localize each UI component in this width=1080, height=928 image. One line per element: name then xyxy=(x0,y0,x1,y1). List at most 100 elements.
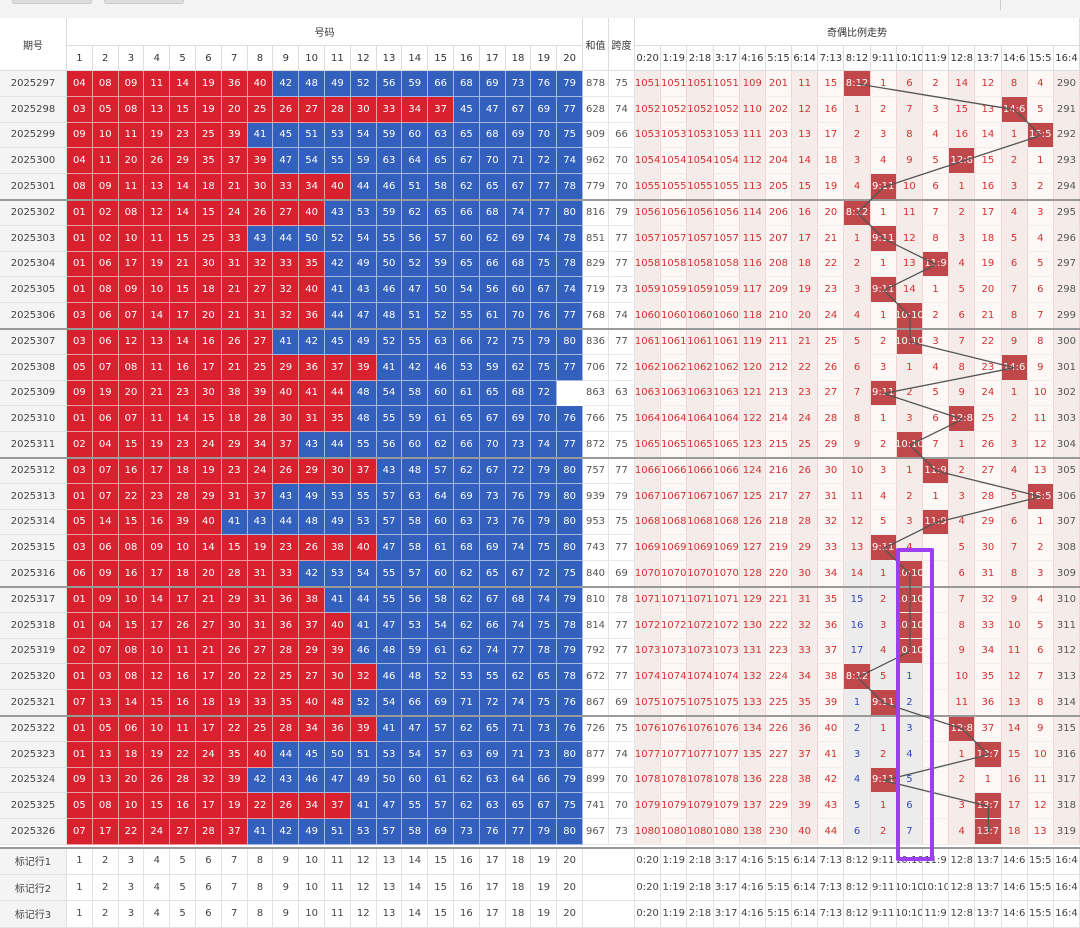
toolbar-button-right[interactable] xyxy=(104,0,184,4)
ball-number: 77 xyxy=(557,96,583,123)
ratio-column-header: 12:8 xyxy=(949,46,976,71)
ratio-cell: 1053 xyxy=(661,122,688,149)
ball-number: 26 xyxy=(273,96,300,123)
ball-number: 65 xyxy=(454,122,480,149)
ball-number: 10 xyxy=(144,277,171,304)
ratio-cell: 2 xyxy=(949,200,976,226)
ball-number: 02 xyxy=(92,225,119,252)
ball-number: 77 xyxy=(531,200,558,226)
ratio-cell: 1053 xyxy=(635,122,662,149)
focus-highlight-box xyxy=(896,548,934,861)
ball-number: 40 xyxy=(299,277,325,304)
ratio-cell: 8 xyxy=(1001,71,1028,97)
ball-number: 79 xyxy=(557,71,583,97)
ball-number: 19 xyxy=(196,96,222,123)
toolbar-button-left[interactable] xyxy=(12,0,92,4)
ball-number: 44 xyxy=(350,174,377,200)
ball-number: 33 xyxy=(273,174,300,200)
ratio-column-header: 8:12 xyxy=(844,46,871,71)
ball-number: 09 xyxy=(118,277,145,304)
ball-number: 74 xyxy=(531,225,558,252)
ratio-cell: 1054 xyxy=(687,148,714,175)
ratio-cell: 1 xyxy=(870,71,897,97)
ratio-cell: 2 xyxy=(1001,148,1028,175)
ratio-cell: 1056 xyxy=(635,200,662,226)
ratio-cell: 23 xyxy=(818,277,845,304)
ratio-cell: 1057 xyxy=(713,225,740,252)
ball-number: 57 xyxy=(428,225,454,252)
sum-value: 962 xyxy=(583,148,609,175)
period-cell: 2025304 xyxy=(0,251,67,278)
ball-number: 03 xyxy=(67,96,93,123)
ball-number: 67 xyxy=(531,277,558,304)
sum-value: 779 xyxy=(583,174,609,200)
ball-number: 66 xyxy=(428,71,454,97)
ball-number: 12 xyxy=(144,200,171,226)
trend-line-segment xyxy=(883,160,963,188)
ratio-cell: 1051 xyxy=(661,71,688,97)
ratio-cell: 18 xyxy=(975,225,1002,252)
ratio-column-header: 10:10 xyxy=(896,46,923,71)
ratio-cell: 1 xyxy=(844,96,871,123)
ball-number: 75 xyxy=(531,251,558,278)
ball-number: 64 xyxy=(402,148,429,175)
ball-number: 19 xyxy=(144,251,171,278)
ratio-cell: 22 xyxy=(818,251,845,278)
ball-number: 59 xyxy=(428,251,454,278)
ratio-cell: 18 xyxy=(792,251,819,278)
ball-number: 40 xyxy=(299,200,325,226)
ball-number: 67 xyxy=(505,174,532,200)
sum-value: 829 xyxy=(583,251,609,278)
ball-column-header: 1 xyxy=(67,46,93,71)
ball-column-header: 4 xyxy=(144,46,171,71)
ratio-cell: 1053 xyxy=(713,122,740,149)
ball-column-header: 14 xyxy=(402,46,429,71)
ball-number: 65 xyxy=(454,251,480,278)
ratio-cell: 16 xyxy=(818,96,845,123)
span-value: 77 xyxy=(609,225,635,252)
ball-number: 37 xyxy=(428,96,454,123)
ball-number: 23 xyxy=(170,122,196,149)
ball-number: 65 xyxy=(428,200,454,226)
ball-number: 36 xyxy=(221,71,248,97)
ratio-cell: 1052 xyxy=(661,96,688,123)
ball-number: 15 xyxy=(170,96,196,123)
ball-number: 19 xyxy=(196,71,222,97)
ball-number: 40 xyxy=(247,71,274,97)
ratio-cell: 111 xyxy=(739,122,766,149)
ratio-column-header: 11:9 xyxy=(922,46,950,71)
ball-number: 21 xyxy=(221,277,248,304)
ball-number: 35 xyxy=(196,148,222,175)
ratio-cell: 4 xyxy=(922,122,950,149)
trend-line-segment xyxy=(935,496,1041,524)
ball-number: 73 xyxy=(505,71,532,97)
ratio-cell: 17 xyxy=(975,200,1002,226)
ball-number: 43 xyxy=(350,277,377,304)
ratio-cell: 1052 xyxy=(635,96,662,123)
ratio-cell: 1058 xyxy=(661,251,688,278)
ball-number: 25 xyxy=(196,225,222,252)
ball-number: 56 xyxy=(376,71,403,97)
ball-number: 54 xyxy=(350,225,377,252)
ball-number: 13 xyxy=(144,96,171,123)
ratio-cell: 1059 xyxy=(661,277,688,304)
period-cell: 2025300 xyxy=(0,148,67,175)
ball-number: 01 xyxy=(67,277,93,304)
period-cell: 2025303 xyxy=(0,225,67,252)
ratio-cell: 4 xyxy=(1027,225,1054,252)
ball-number: 54 xyxy=(350,122,377,149)
ratio-cell: 16 xyxy=(949,122,976,149)
ratio-cell: 2 xyxy=(870,96,897,123)
ball-column-header: 20 xyxy=(557,46,583,71)
ratio-cell: 5 xyxy=(1027,251,1054,278)
ratio-cell: 20 xyxy=(818,200,845,226)
ball-number: 15 xyxy=(170,225,196,252)
ratio-cell: 17 xyxy=(818,122,845,149)
ball-number: 35 xyxy=(299,251,325,278)
ratio-cell: 3 xyxy=(949,225,976,252)
ratio-cell: 7 xyxy=(1001,277,1028,304)
ratio-cell: 7 xyxy=(922,200,950,226)
ratio-cell: 15 xyxy=(818,71,845,97)
ratio-column-header: 7:13 xyxy=(818,46,845,71)
ratio-cell: 1052 xyxy=(713,96,740,123)
